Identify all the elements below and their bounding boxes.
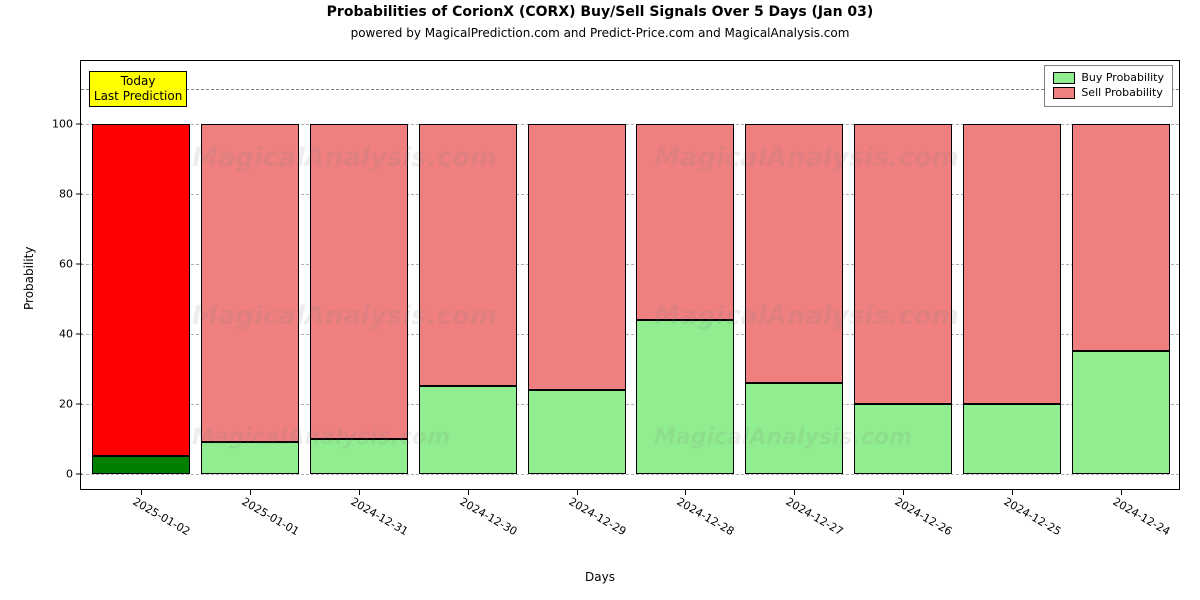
x-tick-mark	[794, 489, 795, 495]
y-tick-label: 80	[59, 187, 81, 200]
bar-buy	[419, 386, 517, 473]
bar-buy	[1072, 351, 1170, 473]
bar-buy	[745, 383, 843, 474]
x-tick-label: 2025-01-02	[130, 495, 192, 538]
legend-item-sell: Sell Probability	[1053, 85, 1164, 100]
x-axis-label: Days	[0, 570, 1200, 584]
legend-swatch-sell	[1053, 87, 1075, 99]
x-tick-label: 2024-12-27	[784, 495, 846, 538]
y-tick-label: 40	[59, 327, 81, 340]
y-axis-label: Probability	[22, 247, 36, 310]
bar-buy	[528, 390, 626, 474]
bar-sell	[1072, 124, 1170, 351]
x-tick-mark	[903, 489, 904, 495]
x-tick-mark	[359, 489, 360, 495]
y-tick-label: 20	[59, 397, 81, 410]
x-tick-mark	[250, 489, 251, 495]
bar-sell	[854, 124, 952, 404]
bar-buy	[92, 456, 190, 473]
legend: Buy ProbabilitySell Probability	[1044, 65, 1173, 107]
y-tick-label: 0	[66, 467, 81, 480]
legend-label-buy: Buy Probability	[1081, 70, 1164, 85]
bar-sell	[310, 124, 408, 439]
bar-sell	[92, 124, 190, 456]
legend-label-sell: Sell Probability	[1081, 85, 1163, 100]
x-tick-label: 2025-01-01	[239, 495, 301, 538]
bar-buy	[636, 320, 734, 474]
chart-subtitle: powered by MagicalPrediction.com and Pre…	[0, 26, 1200, 40]
bar-buy	[201, 442, 299, 473]
x-tick-mark	[141, 489, 142, 495]
x-tick-label: 2024-12-29	[566, 495, 628, 538]
bar-sell	[528, 124, 626, 390]
bar-sell	[745, 124, 843, 383]
bar-buy	[963, 404, 1061, 474]
x-tick-mark	[1121, 489, 1122, 495]
x-tick-mark	[685, 489, 686, 495]
chart-title: Probabilities of CorionX (CORX) Buy/Sell…	[0, 4, 1200, 20]
threshold-hline	[81, 89, 1179, 90]
legend-item-buy: Buy Probability	[1053, 70, 1164, 85]
x-tick-label: 2024-12-30	[457, 495, 519, 538]
x-tick-label: 2024-12-25	[1002, 495, 1064, 538]
x-tick-label: 2024-12-24	[1111, 495, 1173, 538]
bar-sell	[419, 124, 517, 386]
x-tick-label: 2024-12-26	[893, 495, 955, 538]
annotation-today: Today Last Prediction	[89, 71, 187, 107]
x-tick-label: 2024-12-31	[348, 495, 410, 538]
bar-sell	[201, 124, 299, 442]
x-tick-mark	[468, 489, 469, 495]
y-tick-label: 60	[59, 257, 81, 270]
x-tick-mark	[1012, 489, 1013, 495]
y-tick-label: 100	[52, 117, 81, 130]
chart-container: Probabilities of CorionX (CORX) Buy/Sell…	[0, 0, 1200, 600]
y-gridline	[81, 474, 1179, 475]
plot-area: 0204060801002025-01-022025-01-012024-12-…	[80, 60, 1180, 490]
x-tick-mark	[577, 489, 578, 495]
bar-buy	[854, 404, 952, 474]
legend-swatch-buy	[1053, 72, 1075, 84]
bar-sell	[963, 124, 1061, 404]
bar-buy	[310, 439, 408, 474]
bar-sell	[636, 124, 734, 320]
x-tick-label: 2024-12-28	[675, 495, 737, 538]
